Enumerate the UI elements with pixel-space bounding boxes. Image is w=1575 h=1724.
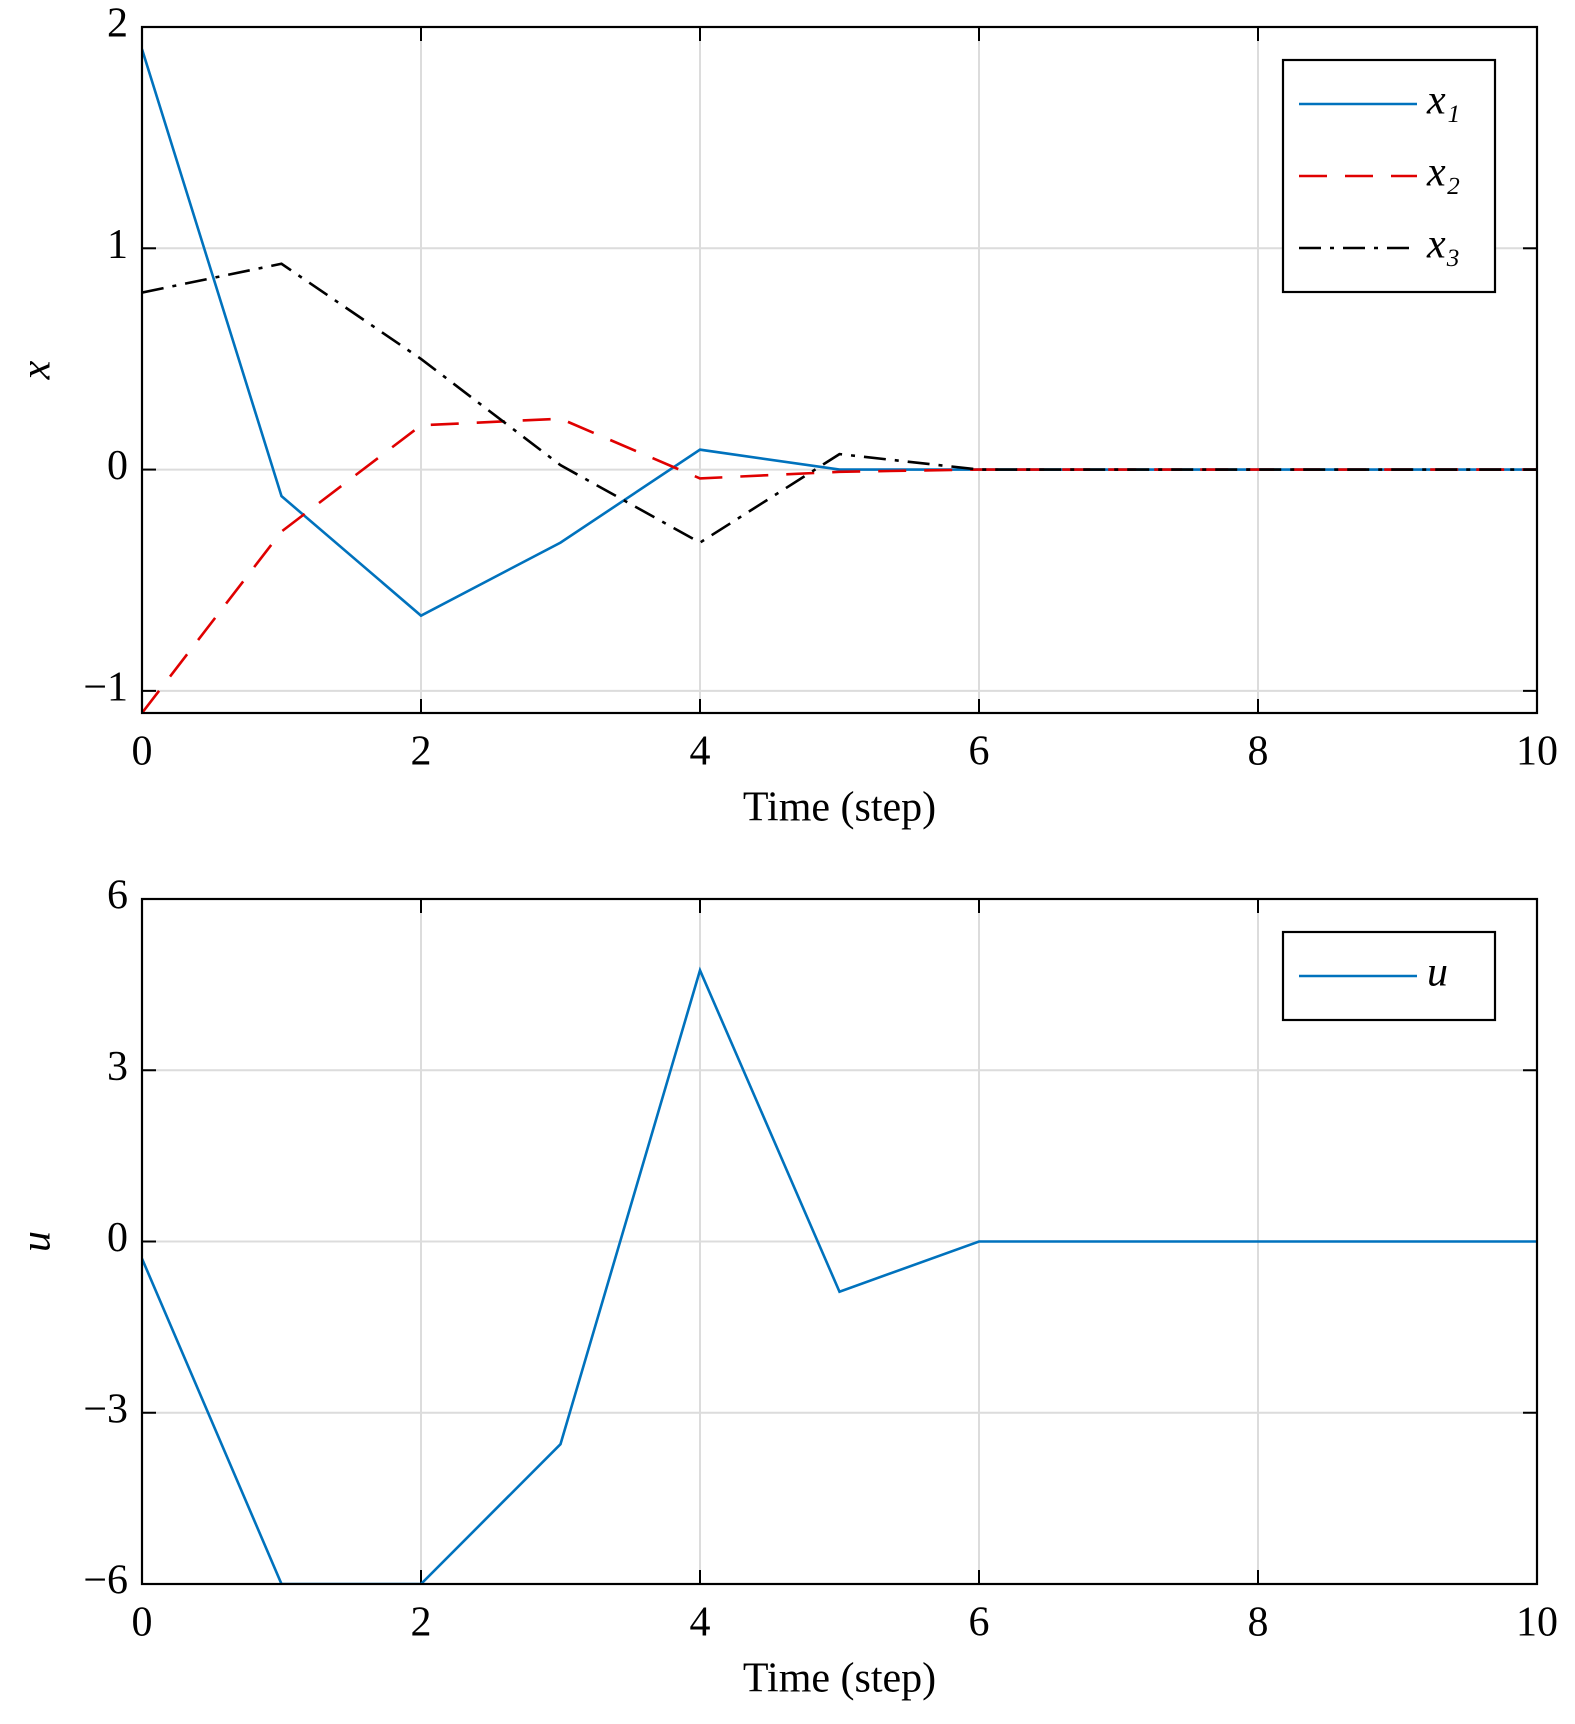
data-line [142, 262, 1537, 545]
x-tick-label: 6 [969, 1600, 990, 1646]
x-tick-label: 8 [1248, 1600, 1269, 1646]
axes-box [140, 25, 1539, 715]
x-axis-title: Time (step) [743, 1656, 936, 1702]
legend-label: u [1427, 950, 1448, 996]
y-tick-label: 0 [107, 1215, 128, 1261]
y-tick-label: 6 [107, 873, 128, 919]
x-tick-label: 6 [969, 729, 990, 775]
legend: u [1281, 930, 1497, 1022]
x-tick-label: 0 [132, 729, 153, 775]
x-tick-label: 0 [132, 1600, 153, 1646]
x-tick-label: 2 [411, 1600, 432, 1646]
legend-label: x₃ [1426, 222, 1460, 268]
x-tick-label: 4 [690, 1600, 711, 1646]
y-tick-label: −6 [83, 1558, 128, 1604]
legend: x₁ x₂ x₃ [1281, 58, 1497, 294]
legend-label: x₂ [1426, 150, 1460, 196]
x-tick-label: 2 [411, 729, 432, 775]
y-tick-label: 3 [107, 1044, 128, 1090]
y-tick-label: 2 [107, 1, 128, 47]
y-tick-label: −1 [83, 665, 128, 711]
x-tick-label: 4 [690, 729, 711, 775]
y-axis-title: u [14, 1231, 60, 1252]
x-tick-label: 10 [1516, 729, 1558, 775]
legend-label: x₁ [1426, 78, 1460, 124]
plot: 0 2 4 6 8 10 −6 −3 0 3 6 Time (step) u u [14, 873, 1558, 1702]
axes-box [140, 897, 1539, 1586]
x-axis-title: Time (step) [743, 785, 936, 831]
y-tick-label: 0 [107, 443, 128, 489]
x-tick-label: 10 [1516, 1600, 1558, 1646]
y-tick-label: 1 [107, 222, 128, 268]
y-axis-title: x [14, 360, 60, 380]
x-tick-label: 8 [1248, 729, 1269, 775]
data-line [142, 966, 1537, 1584]
y-tick-label: −3 [83, 1386, 128, 1432]
data-line [142, 417, 1537, 713]
